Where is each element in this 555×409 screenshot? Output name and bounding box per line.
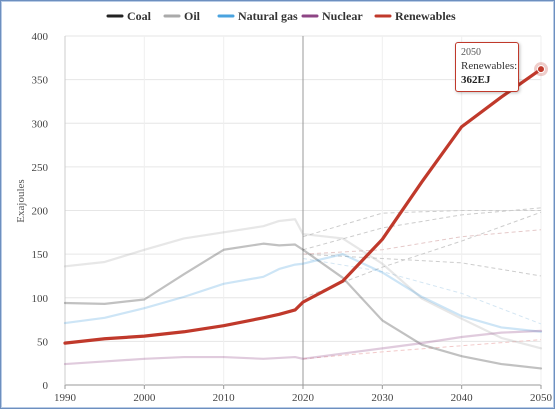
y-tick-label: 400	[32, 31, 49, 43]
legend-label: Oil	[184, 9, 201, 23]
y-axis-title: Exajoules	[15, 179, 27, 222]
y-tick-label: 50	[37, 336, 49, 348]
y-tick-label: 0	[43, 380, 49, 392]
y-tick-label: 300	[32, 118, 49, 130]
y-tick-label: 350	[32, 75, 49, 87]
y-axis: 0 50 100 150 200 250 300 350 400	[32, 31, 66, 392]
y-tick-label: 150	[32, 249, 49, 261]
x-tick-label: 2020	[292, 392, 315, 404]
x-tick-label: 2050	[530, 392, 553, 404]
series-line-nuclear	[63, 329, 543, 366]
legend-label: Renewables	[395, 9, 456, 23]
x-tick-label: 2040	[451, 392, 474, 404]
scenario-line	[302, 210, 541, 238]
x-tick-label: 2010	[213, 392, 236, 404]
legend: Coal Oil Natural gas Nuclear Renewables	[106, 9, 456, 23]
legend-label: Nuclear	[322, 9, 363, 23]
x-tick-label: 2030	[371, 392, 394, 404]
tooltip-marker[interactable]	[534, 62, 548, 77]
series-line-oil	[63, 218, 543, 350]
series-line-natural-gas	[63, 253, 543, 333]
y-tick-label: 100	[32, 293, 49, 305]
legend-label: Natural gas	[238, 9, 298, 23]
scenario-line	[302, 253, 542, 277]
legend-label: Coal	[127, 9, 152, 23]
tooltip-year: 2050	[461, 47, 481, 58]
series-line-renewables	[63, 67, 543, 345]
y-tick-label: 200	[32, 206, 49, 218]
tooltip: 2050 Renewables: 362EJ	[455, 42, 519, 92]
x-tick-label: 1990	[54, 392, 77, 404]
y-tick-label: 250	[32, 162, 49, 174]
marker-dot	[537, 65, 545, 74]
tooltip-label: Renewables:	[461, 60, 518, 72]
x-axis: 1990 2000 2010 2020 2030 2040 2050	[54, 385, 553, 404]
tooltip-value: 362EJ	[461, 74, 491, 86]
scenario-line	[302, 339, 542, 360]
scenario-line	[302, 229, 542, 255]
series-lines	[63, 67, 543, 370]
scenario-line	[302, 257, 542, 325]
series-line-coal	[63, 242, 543, 370]
x-tick-label: 2000	[133, 392, 156, 404]
scenario-line	[302, 207, 542, 251]
